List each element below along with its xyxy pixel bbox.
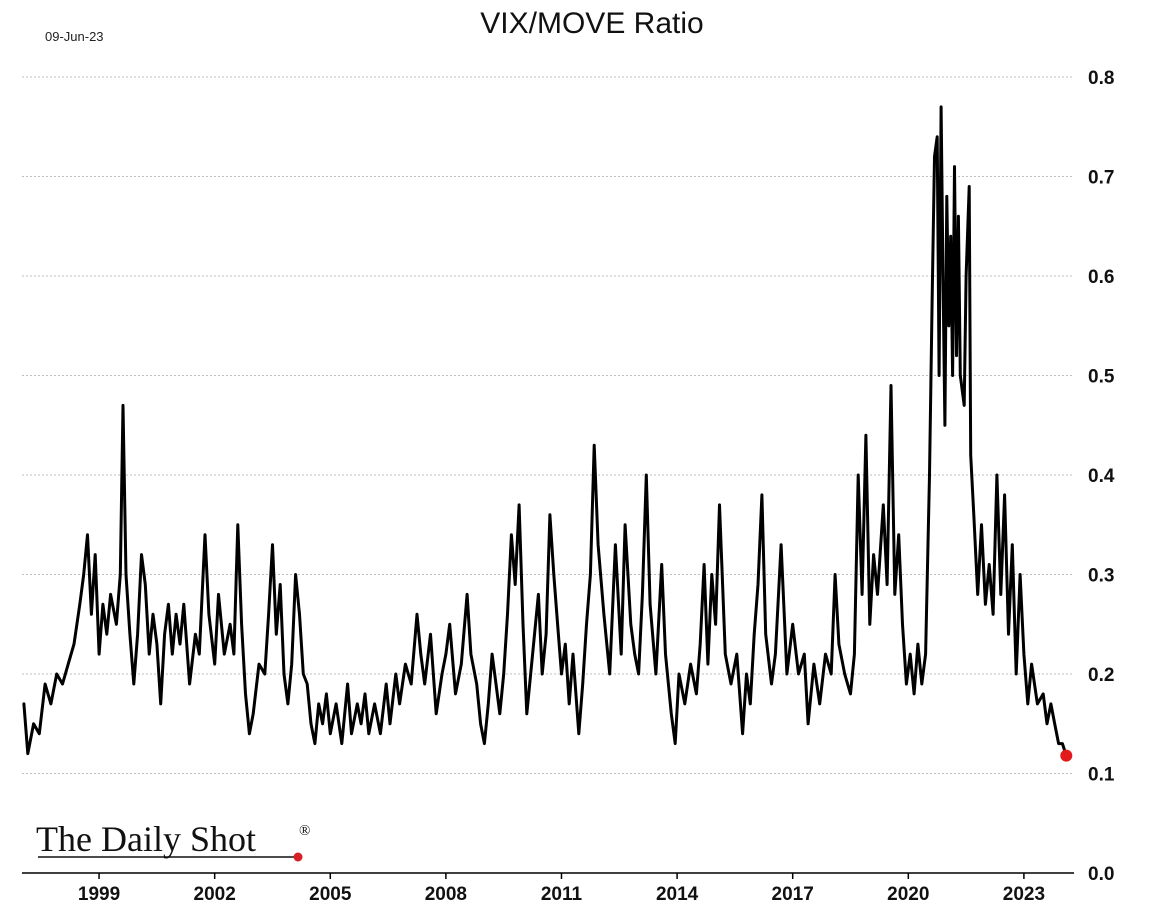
y-tick-label: 0.3 xyxy=(1088,566,1114,587)
y-tick-label: 0.4 xyxy=(1088,466,1115,487)
y-tick-label: 0.2 xyxy=(1088,665,1114,686)
y-tick-label: 0.8 xyxy=(1088,68,1114,89)
last-point-marker xyxy=(1060,749,1073,762)
y-axis-ticks: 0.0 0.1 0.2 0.3 0.4 0.5 0.6 0.7 0.8 xyxy=(1088,68,1115,885)
x-tick-label: 2020 xyxy=(887,884,929,905)
x-tick-label: 2008 xyxy=(425,884,467,905)
brand-name: The Daily Shot xyxy=(36,819,256,859)
series-line xyxy=(22,105,1068,758)
gridlines xyxy=(22,76,1074,774)
x-tick-label: 2002 xyxy=(194,884,236,905)
x-tick-label: 2023 xyxy=(1003,884,1045,905)
x-tick-label: 2017 xyxy=(772,884,814,905)
y-tick-label: 0.0 xyxy=(1088,864,1114,885)
x-axis-ticks: 1999 2002 2005 2008 2011 2014 2017 2020 2023 xyxy=(78,873,1045,905)
brand-dot xyxy=(293,852,303,862)
x-tick-label: 2005 xyxy=(309,884,352,905)
x-tick-label: 2011 xyxy=(541,884,583,905)
y-tick-label: 0.5 xyxy=(1088,367,1115,388)
brand-logo: The Daily Shot ® xyxy=(36,819,310,862)
chart-title: VIX/MOVE Ratio xyxy=(480,7,703,40)
y-tick-label: 0.6 xyxy=(1088,267,1114,288)
date-label: 09-Jun-23 xyxy=(45,29,104,44)
y-tick-label: 0.1 xyxy=(1088,765,1115,786)
y-tick-label: 0.7 xyxy=(1088,168,1114,189)
x-tick-label: 2014 xyxy=(656,884,699,905)
brand-registered-mark: ® xyxy=(299,823,310,839)
x-tick-label: 1999 xyxy=(78,884,120,905)
